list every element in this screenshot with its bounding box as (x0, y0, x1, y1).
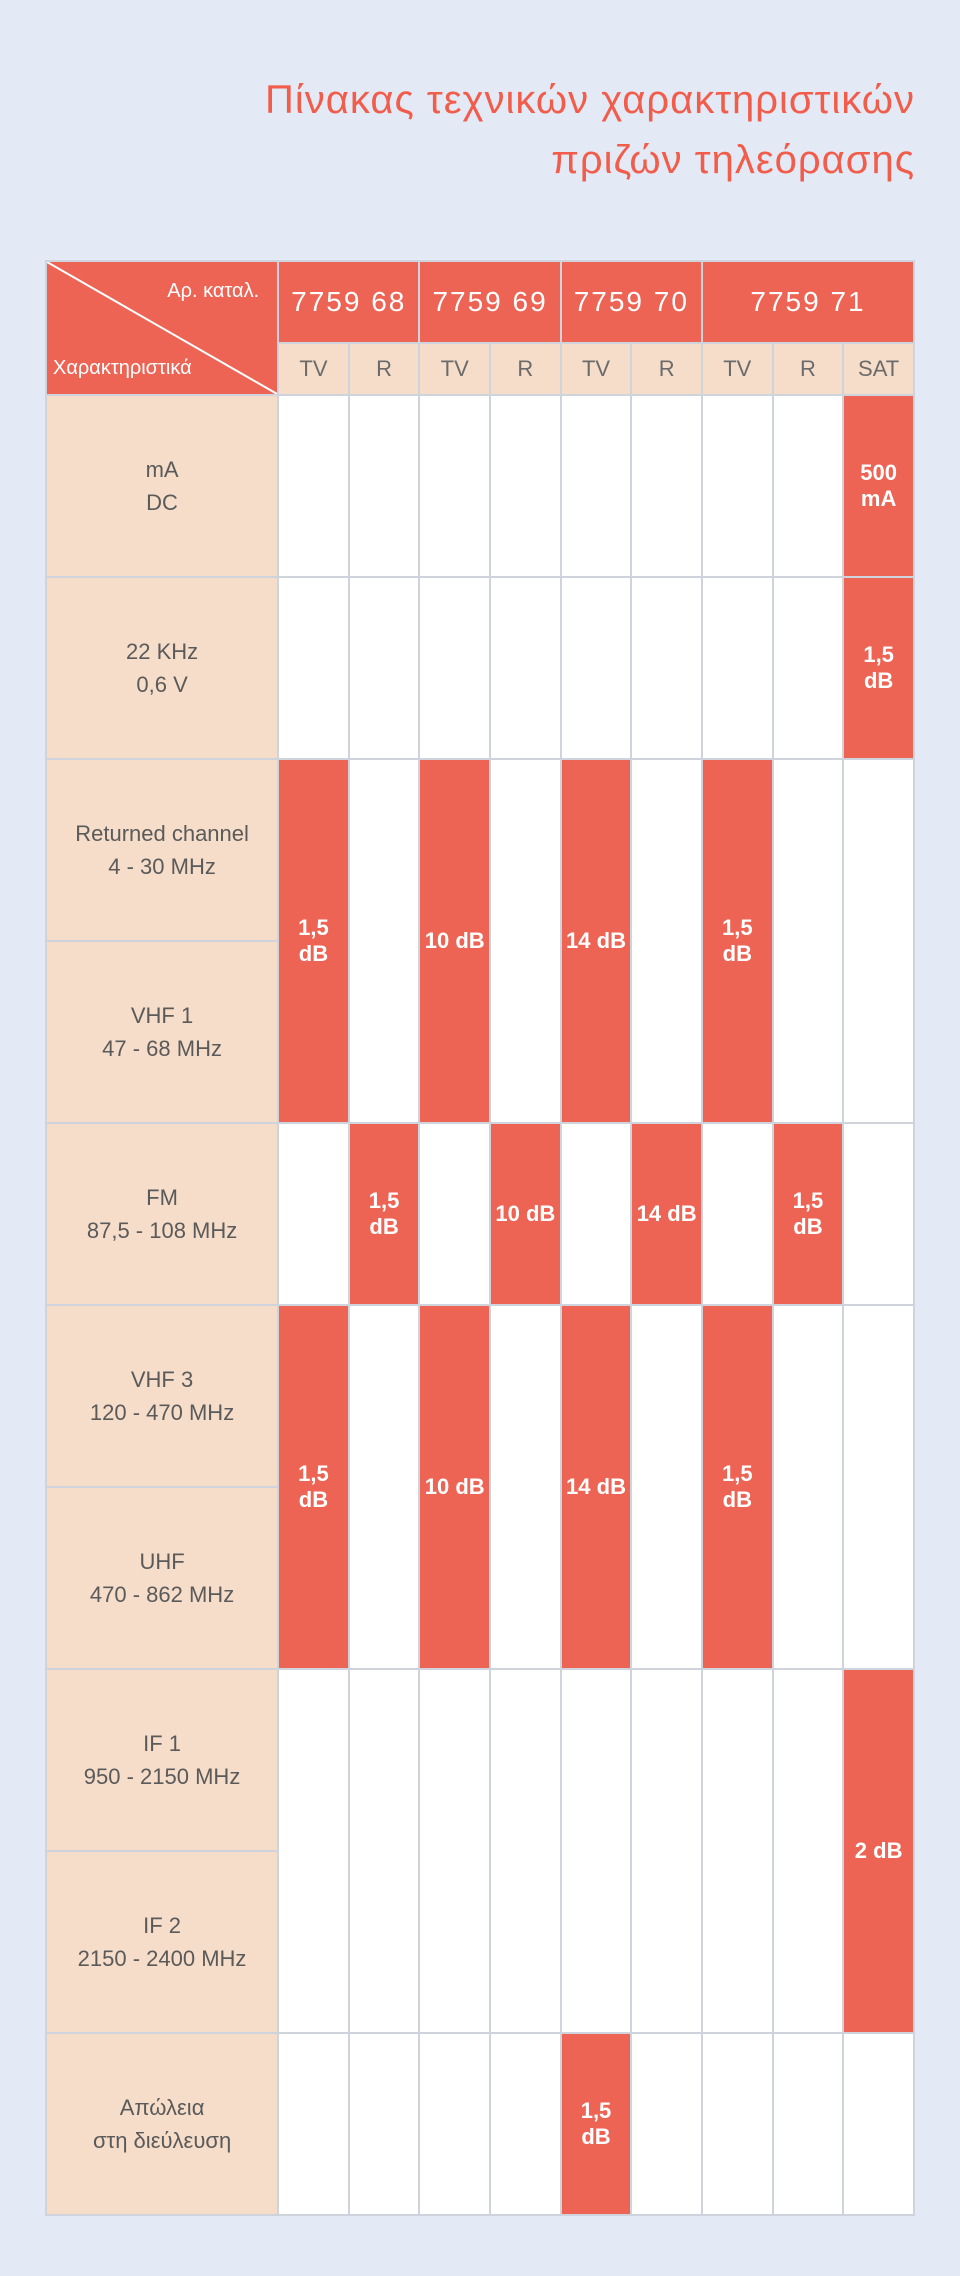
title-line1: Πίνακας τεχνικών χαρακτηριστικών (265, 78, 915, 122)
cell (773, 759, 844, 1123)
cell (419, 1669, 490, 2033)
corner-bottom: Χαρακτηριστικά (53, 357, 192, 380)
cell (490, 395, 561, 577)
cell (490, 1669, 561, 2033)
cell (773, 1305, 844, 1669)
sub-tv: TV (702, 343, 773, 395)
cell (843, 1305, 914, 1669)
row-returned: Returned channel 4 - 30 MHz (46, 759, 278, 941)
cell (773, 2033, 844, 2215)
cell (419, 2033, 490, 2215)
cell (349, 395, 420, 577)
val-uhf-p4: 1,5 dB (702, 1305, 773, 1669)
cell (490, 759, 561, 1123)
val-uhf-p3: 14 dB (561, 1305, 632, 1669)
val-uhf-p1: 1,5 dB (278, 1305, 349, 1669)
sub-r: R (349, 343, 420, 395)
cell (278, 1669, 349, 2033)
cell (702, 2033, 773, 2215)
val-fm-p4: 1,5 dB (773, 1123, 844, 1305)
cell (702, 577, 773, 759)
corner-cell: Αρ. καταλ. Χαρακτηριστικά (46, 261, 278, 395)
cell (561, 1669, 632, 2033)
row-22khz: 22 KHz 0,6 V (46, 577, 278, 759)
page-title: Πίνακας τεχνικών χαρακτηριστικών πριζών … (45, 70, 915, 190)
sub-tv: TV (561, 343, 632, 395)
val-fm-p3: 14 dB (631, 1123, 702, 1305)
cell (773, 1669, 844, 2033)
row-if2: IF 2 2150 - 2400 MHz (46, 1851, 278, 2033)
row-ma-dc: mA DC (46, 395, 278, 577)
val-tv-p4: 1,5 dB (702, 759, 773, 1123)
cell (419, 395, 490, 577)
cell (278, 577, 349, 759)
cell (631, 577, 702, 759)
cell (561, 395, 632, 577)
cell (773, 577, 844, 759)
cell (561, 577, 632, 759)
row-fm: FM 87,5 - 108 MHz (46, 1123, 278, 1305)
sub-tv: TV (419, 343, 490, 395)
val-tv-p1: 1,5 dB (278, 759, 349, 1123)
row-loss: Απώλεια στη διεύλευση (46, 2033, 278, 2215)
cell (843, 759, 914, 1123)
val-fm-p1: 1,5 dB (349, 1123, 420, 1305)
cell (278, 2033, 349, 2215)
cell (843, 1123, 914, 1305)
cell (349, 577, 420, 759)
cell (631, 2033, 702, 2215)
sub-tv: TV (278, 343, 349, 395)
sub-r: R (773, 343, 844, 395)
product-3: 7759 70 (561, 261, 702, 343)
val-ma-sat: 500 mA (843, 395, 914, 577)
val-tv-p3: 14 dB (561, 759, 632, 1123)
cell (349, 1669, 420, 2033)
cell (773, 395, 844, 577)
val-uhf-p2: 10 dB (419, 1305, 490, 1669)
cell (419, 577, 490, 759)
val-if-sat: 2 dB (843, 1669, 914, 2033)
cell (419, 1123, 490, 1305)
cell (349, 759, 420, 1123)
row-vhf1: VHF 1 47 - 68 MHz (46, 941, 278, 1123)
cell (843, 2033, 914, 2215)
corner-top: Αρ. καταλ. (167, 280, 259, 303)
product-4: 7759 71 (702, 261, 914, 343)
cell (631, 759, 702, 1123)
product-1: 7759 68 (278, 261, 419, 343)
cell (490, 2033, 561, 2215)
cell (490, 577, 561, 759)
val-tv-p2: 10 dB (419, 759, 490, 1123)
product-2: 7759 69 (419, 261, 560, 343)
cell (278, 395, 349, 577)
cell (278, 1123, 349, 1305)
cell (349, 2033, 420, 2215)
title-line2: πριζών τηλεόρασης (551, 138, 915, 182)
cell (490, 1305, 561, 1669)
val-loss-p3: 1,5 dB (561, 2033, 632, 2215)
sub-r: R (631, 343, 702, 395)
spec-table: Αρ. καταλ. Χαρακτηριστικά 7759 68 7759 6… (45, 260, 915, 2216)
row-vhf3: VHF 3 120 - 470 MHz (46, 1305, 278, 1487)
row-uhf: UHF 470 - 862 MHz (46, 1487, 278, 1669)
cell (631, 1305, 702, 1669)
row-if1: IF 1 950 - 2150 MHz (46, 1669, 278, 1851)
val-khz-sat: 1,5 dB (843, 577, 914, 759)
val-fm-p2: 10 dB (490, 1123, 561, 1305)
sub-r: R (490, 343, 561, 395)
cell (631, 1669, 702, 2033)
sub-sat: SAT (843, 343, 914, 395)
cell (561, 1123, 632, 1305)
cell (349, 1305, 420, 1669)
cell (631, 395, 702, 577)
cell (702, 395, 773, 577)
cell (702, 1123, 773, 1305)
cell (702, 1669, 773, 2033)
